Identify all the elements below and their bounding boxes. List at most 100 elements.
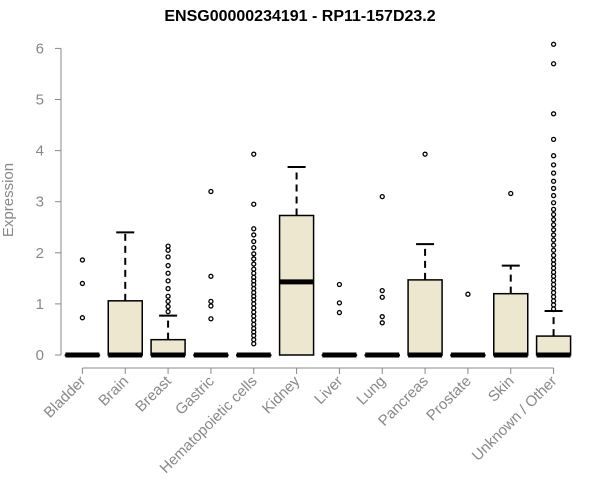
outlier-point (165, 285, 171, 292)
outlier-point (550, 111, 557, 117)
outlier-point (336, 281, 343, 288)
outlier-point (422, 151, 428, 157)
outlier-point (550, 265, 557, 271)
outlier-point (465, 291, 471, 297)
box-rect (278, 214, 315, 356)
outlier-point (165, 243, 171, 249)
outlier-point (251, 201, 257, 207)
outlier-point (550, 294, 557, 300)
box-rect (407, 279, 443, 356)
outlier-point (550, 41, 557, 47)
outlier-point (251, 232, 257, 238)
outlier-point (550, 269, 557, 275)
outlier-point (208, 303, 214, 309)
outlier-point (165, 262, 171, 269)
outlier-point (251, 151, 257, 157)
y-tick-label: 5 (36, 92, 44, 109)
y-tick-label: 1 (36, 296, 44, 313)
box-unknown-other (535, 41, 572, 358)
outlier-point (550, 206, 557, 213)
outlier-point (550, 306, 557, 312)
y-tick-label: 2 (36, 245, 44, 262)
outlier-point (550, 252, 557, 259)
outlier-point (251, 285, 257, 292)
outlier-point (550, 222, 557, 228)
box-brain (107, 231, 143, 358)
outlier-point (251, 290, 257, 296)
outlier-point (508, 190, 514, 197)
outlier-point (251, 305, 257, 311)
outlier-point (251, 325, 257, 332)
y-tick-label: 3 (36, 194, 44, 211)
box-breast (150, 243, 186, 358)
outlier-point (251, 226, 257, 232)
outlier-point (550, 61, 557, 67)
outlier-point (550, 285, 557, 292)
outlier-point (208, 273, 214, 279)
outlier-point (550, 200, 557, 206)
outlier-point (165, 308, 171, 315)
y-axis-label: Expression (0, 163, 17, 237)
outlier-point (336, 309, 343, 316)
outlier-point (379, 320, 385, 326)
outlier-point (550, 302, 557, 308)
outlier-point (251, 341, 257, 347)
box-hematopoietic-cells (236, 151, 272, 358)
box-kidney (278, 165, 315, 356)
box-rect (107, 300, 143, 356)
outlier-point (251, 270, 257, 276)
outlier-point (379, 294, 385, 300)
outlier-point (208, 316, 214, 322)
outlier-point (336, 300, 343, 306)
outlier-point (208, 188, 214, 195)
x-tick-label: Bladder (41, 373, 90, 422)
outlier-point (550, 298, 557, 304)
box-bladder (64, 257, 101, 358)
outlier-point (251, 301, 257, 307)
outlier-point (550, 290, 557, 296)
outlier-point (550, 277, 557, 284)
outlier-point (79, 280, 86, 287)
outlier-point (165, 278, 171, 284)
box-pancreas (407, 151, 443, 358)
outlier-point (165, 254, 171, 260)
outlier-point (550, 136, 557, 143)
outlier-point (165, 270, 171, 276)
outlier-point (550, 170, 557, 176)
x-tick-label: Liver (311, 373, 346, 408)
y-tick-label: 6 (36, 40, 44, 57)
outlier-point (550, 162, 557, 168)
outlier-point (550, 153, 557, 159)
outlier-point (251, 251, 257, 257)
outlier-point (550, 273, 557, 279)
y-tick-label: 4 (36, 143, 44, 160)
outlier-point (251, 261, 257, 267)
box-rect (493, 292, 529, 356)
outlier-point (379, 287, 385, 294)
outlier-point (550, 232, 557, 238)
outlier-point (251, 313, 257, 319)
outlier-point (251, 317, 257, 323)
outlier-point (251, 274, 257, 280)
outlier-point (79, 257, 86, 263)
outlier-point (79, 315, 86, 321)
box-liver (321, 281, 358, 358)
x-tick-label: Lung (353, 373, 389, 409)
y-axis: 0 1 2 3 4 5 6 (36, 40, 62, 364)
outlier-point (550, 247, 557, 253)
outlier-point (550, 216, 557, 223)
outlier-point (550, 261, 557, 267)
x-tick-label: Prostate (423, 373, 475, 425)
boxes-group (64, 41, 572, 358)
outlier-point (165, 293, 171, 299)
outlier-point (165, 298, 171, 304)
outlier-point (550, 192, 557, 199)
outlier-point (550, 211, 557, 218)
outlier-point (251, 309, 257, 315)
x-tick-label: Kidney (259, 372, 304, 417)
x-tick-label: Skin (485, 373, 518, 406)
outlier-point (550, 237, 557, 243)
outlier-point (550, 257, 557, 263)
outlier-point (251, 238, 257, 245)
box-rect (535, 335, 572, 356)
